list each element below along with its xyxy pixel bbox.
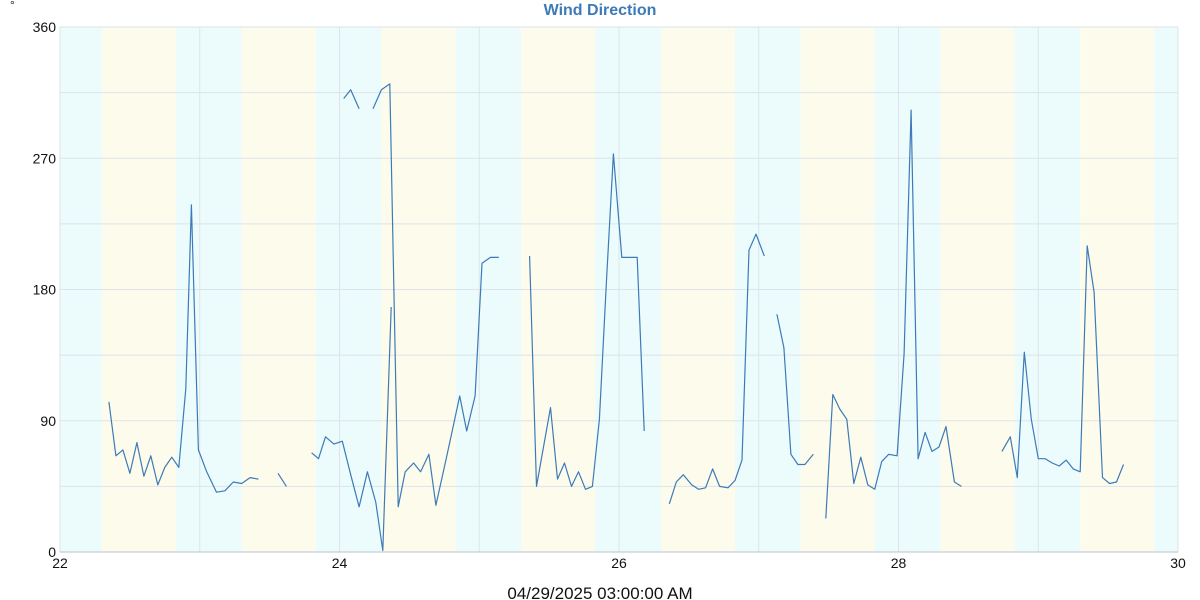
x-tick-label: 24 — [332, 555, 348, 571]
y-tick-label: 90 — [40, 413, 56, 429]
series-line-segment — [311, 306, 392, 552]
x-tick-label: 30 — [1170, 555, 1186, 571]
x-tick-label: 26 — [611, 555, 627, 571]
series-line-segment — [1001, 245, 1125, 485]
y-tick-label: 360 — [33, 19, 57, 35]
wind-direction-series — [108, 83, 1125, 552]
series-line-segment — [825, 109, 962, 519]
y-axis-ticks: 0 90 180 270 360 — [33, 19, 57, 560]
y-tick-label: 180 — [33, 282, 57, 298]
series-line-segment — [277, 472, 287, 487]
series-line-segment — [668, 233, 765, 505]
x-tick-label: 22 — [52, 555, 68, 571]
y-tick-label: 0 — [48, 544, 56, 560]
x-axis-label: 04/29/2025 03:00:00 AM — [507, 584, 692, 600]
x-tick-label: 28 — [891, 555, 907, 571]
chart-title: Wind Direction — [544, 2, 657, 19]
x-axis-ticks: 22 24 26 28 30 — [52, 555, 1186, 571]
series-line-segment — [343, 89, 360, 109]
y-axis-unit: ° — [10, 0, 15, 12]
series-line-segment — [529, 153, 645, 490]
series-line-segment — [108, 204, 259, 493]
y-tick-label: 270 — [33, 150, 57, 166]
series-line-segment — [372, 83, 499, 508]
series-line-segment — [776, 314, 814, 466]
